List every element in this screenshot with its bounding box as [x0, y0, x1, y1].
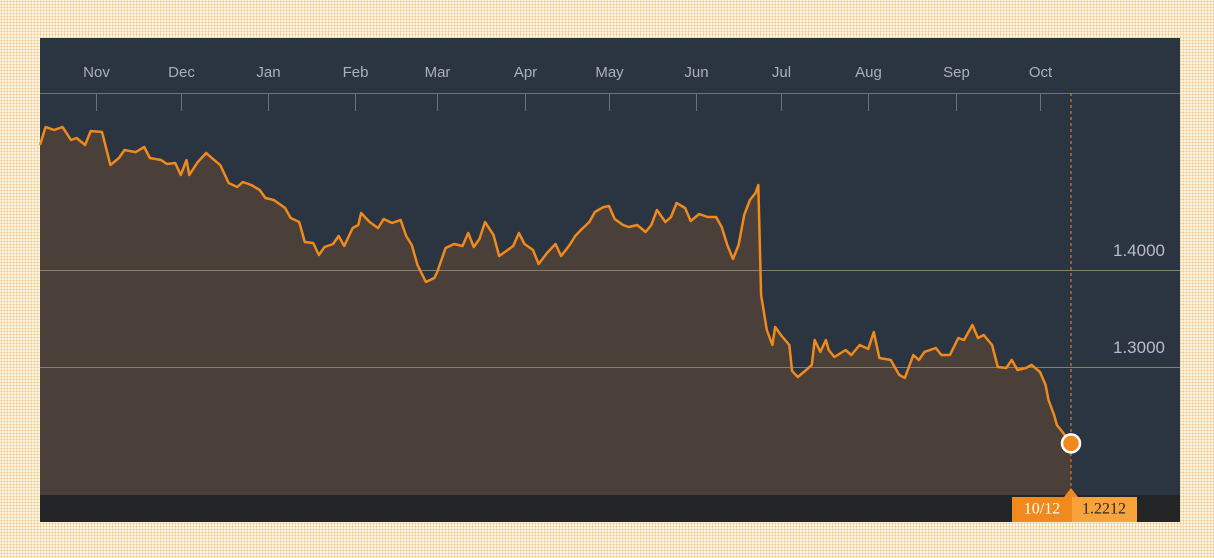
y-tick-label: 1.3000	[1113, 338, 1165, 357]
x-tick-label: Dec	[168, 64, 195, 81]
x-tick-label: Jul	[772, 64, 791, 81]
last-point	[1060, 433, 1082, 454]
x-tick-label: Mar	[425, 64, 451, 81]
tag-pointer	[1064, 488, 1078, 497]
x-tick-label: Nov	[83, 64, 110, 81]
x-tick-label: Oct	[1029, 64, 1053, 81]
x-tick-label: Jun	[684, 64, 708, 81]
x-tick-label: Feb	[343, 64, 369, 81]
x-tick-label: May	[595, 64, 624, 81]
x-tick-label: Aug	[855, 64, 882, 81]
tag-date: 10/12	[1024, 501, 1060, 518]
tag-date-bg	[1012, 497, 1072, 522]
line	[38, 125, 1073, 445]
tag-value: 1.2212	[1082, 501, 1126, 518]
tag-value-bg	[1072, 497, 1137, 522]
footer-bar	[40, 495, 1180, 522]
x-tick-label: Apr	[514, 64, 537, 81]
x-tick-label: Jan	[256, 64, 280, 81]
y-tick-label: 1.4000	[1113, 241, 1165, 260]
area	[40, 127, 1071, 495]
x-tick-label: Sep	[943, 64, 970, 81]
